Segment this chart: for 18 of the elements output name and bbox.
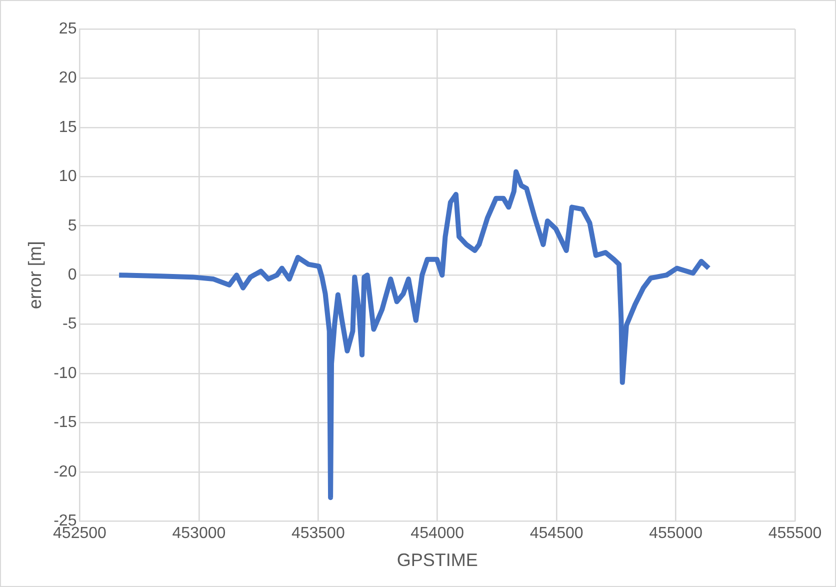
x-tick-label: 454500: [530, 525, 584, 542]
x-tick-label: 453000: [172, 525, 226, 542]
x-tick-label: 453500: [291, 525, 345, 542]
x-tick-label: 455000: [649, 525, 703, 542]
x-axis-title: GPSTIME: [396, 550, 478, 570]
y-axis-title: error [m]: [24, 241, 45, 310]
y-tick-label: 25: [58, 20, 77, 38]
y-tick-label: 10: [58, 168, 77, 186]
y-tick-label: -10: [54, 364, 77, 382]
y-tick-label: 15: [58, 118, 77, 136]
y-tick-label: -5: [62, 316, 77, 333]
y-tick-label: 0: [68, 266, 77, 284]
x-tick-label: 454000: [410, 525, 464, 542]
y-tick-label: 5: [68, 217, 77, 234]
x-tick-label: 455500: [768, 525, 822, 542]
y-tick-label: -20: [54, 463, 77, 480]
y-tick-label: 20: [58, 70, 77, 87]
y-tick-label: -15: [54, 414, 77, 432]
